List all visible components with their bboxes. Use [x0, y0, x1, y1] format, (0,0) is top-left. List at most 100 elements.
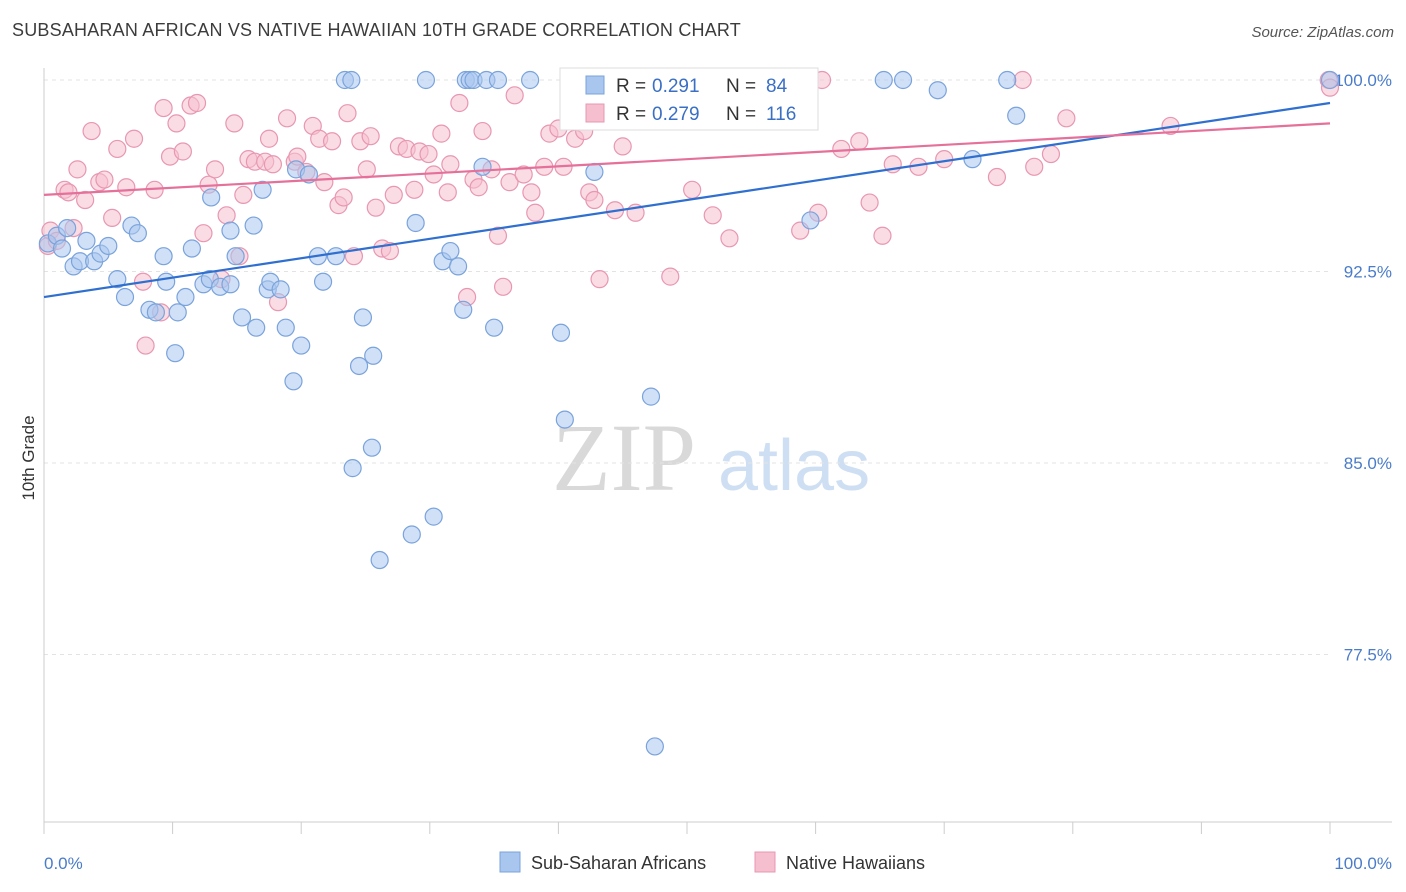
data-point	[154, 98, 173, 118]
series-sub-saharan-africans	[38, 70, 1340, 756]
data-point	[52, 239, 72, 258]
series-legend-swatch-blue	[499, 851, 521, 873]
data-point	[998, 70, 1017, 90]
trend-line-native-hawaiian	[43, 122, 1331, 196]
data-point	[450, 93, 469, 113]
data-point	[873, 226, 892, 245]
data-point	[253, 180, 272, 199]
data-point	[68, 160, 87, 179]
data-point	[124, 129, 144, 148]
data-point	[555, 410, 574, 429]
series-legend-label-b: Native Hawaiians	[786, 853, 925, 873]
data-point	[315, 173, 334, 192]
data-point	[108, 139, 127, 159]
data-point	[703, 206, 722, 225]
data-point	[641, 387, 661, 406]
y-tick-label: 92.5%	[1344, 263, 1392, 282]
legend-swatch-blue	[585, 75, 605, 95]
series-legend-swatch-pink	[754, 851, 776, 873]
y-axis-label: 10th Grade	[19, 415, 38, 500]
data-point	[500, 173, 519, 192]
data-point	[505, 86, 524, 105]
data-point	[146, 303, 165, 322]
data-point	[244, 216, 263, 235]
data-point	[432, 124, 451, 143]
data-point	[585, 162, 604, 182]
series-legend: Sub-Saharan Africans Native Hawaiians	[499, 851, 925, 873]
data-point	[987, 167, 1007, 187]
data-point	[441, 241, 460, 261]
data-point	[366, 198, 385, 217]
data-point	[488, 226, 508, 245]
data-point	[77, 231, 96, 250]
data-point	[494, 277, 513, 296]
data-point	[526, 203, 545, 222]
data-point	[353, 308, 373, 327]
data-point	[322, 132, 342, 151]
data-point	[1025, 157, 1044, 176]
data-point	[448, 257, 468, 276]
data-point	[173, 142, 192, 161]
data-point	[168, 303, 187, 322]
legend-swatch-pink	[585, 103, 605, 123]
data-point	[963, 150, 982, 169]
data-point	[441, 155, 460, 174]
data-point	[136, 336, 155, 355]
data-point	[438, 183, 457, 202]
data-point	[276, 318, 295, 337]
data-point	[194, 224, 213, 243]
data-point	[1057, 109, 1076, 128]
series-legend-label-a: Sub-Saharan Africans	[531, 853, 706, 873]
data-point	[334, 188, 353, 207]
data-point	[313, 272, 333, 291]
data-point	[187, 93, 207, 113]
data-point	[613, 137, 632, 156]
data-point	[232, 308, 252, 327]
data-point	[485, 318, 504, 337]
data-point	[683, 180, 702, 199]
data-point	[217, 206, 236, 225]
data-point	[271, 280, 290, 299]
data-point	[874, 70, 893, 90]
data-point	[362, 438, 382, 457]
data-point	[115, 287, 135, 307]
data-point	[176, 287, 195, 307]
data-point	[406, 213, 425, 233]
data-point	[384, 185, 403, 204]
data-point	[117, 178, 136, 197]
data-point	[221, 275, 240, 294]
data-point	[167, 114, 186, 133]
data-point	[292, 336, 311, 355]
y-tick-label: 85.0%	[1344, 454, 1392, 473]
x-tick-label: 100.0%	[1334, 854, 1392, 873]
legend-n-value-a: 84	[766, 76, 788, 97]
data-point	[469, 178, 488, 197]
data-point	[590, 270, 609, 289]
data-point	[405, 180, 424, 199]
data-point	[338, 104, 357, 123]
data-point	[99, 236, 118, 256]
data-point	[402, 525, 421, 544]
data-point	[416, 70, 436, 90]
legend-r-label-a: R =	[616, 76, 646, 97]
data-point	[473, 121, 492, 141]
data-point	[166, 344, 185, 363]
data-point	[522, 183, 541, 202]
stats-legend: R = 0.291 N = 84 R = 0.279 N = 116	[559, 67, 819, 131]
data-point	[1013, 70, 1032, 90]
data-point	[860, 193, 879, 212]
data-point	[299, 165, 319, 184]
watermark-zip: ZIP	[552, 404, 696, 511]
data-point	[326, 247, 346, 266]
data-point	[454, 300, 473, 319]
data-point	[349, 356, 369, 376]
data-point	[720, 229, 739, 248]
data-point	[202, 188, 221, 207]
data-point	[157, 272, 176, 291]
data-point	[357, 160, 376, 179]
data-point	[361, 127, 380, 146]
data-point	[343, 459, 362, 478]
data-point	[1320, 70, 1340, 90]
data-point	[108, 270, 127, 289]
